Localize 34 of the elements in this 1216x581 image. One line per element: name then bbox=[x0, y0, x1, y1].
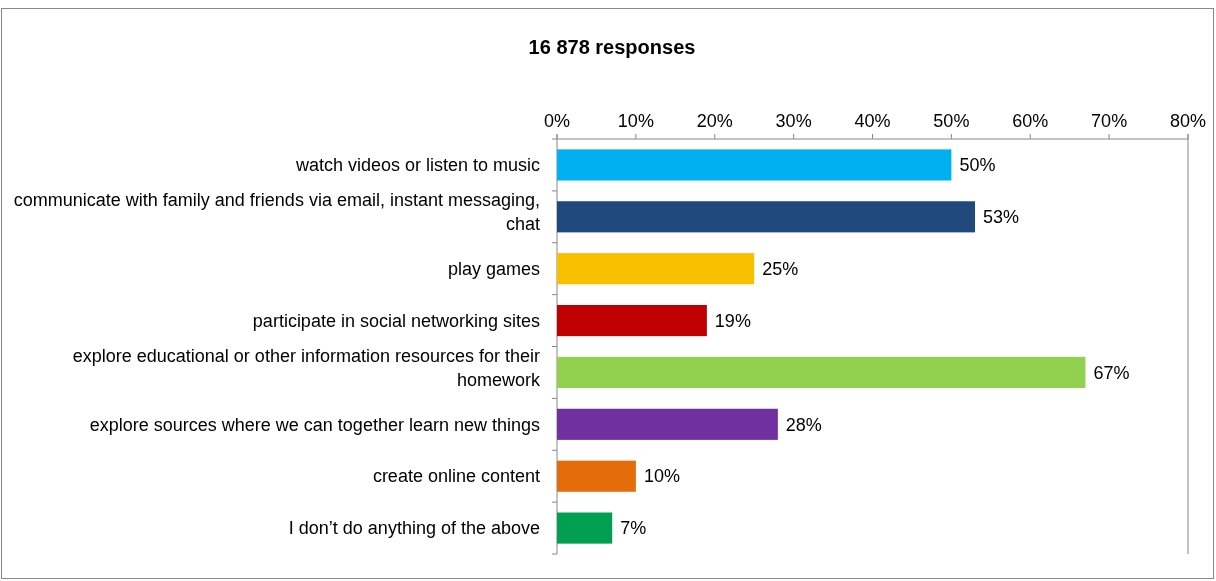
chart-title: 16 878 responses bbox=[528, 36, 696, 58]
data-label: 28% bbox=[785, 414, 822, 435]
data-label: 50% bbox=[959, 155, 996, 176]
y-tick-label: create online content bbox=[372, 466, 540, 487]
y-tick-label: communicate with family and friends via email, instant messaging, chat bbox=[13, 190, 540, 235]
bar bbox=[557, 460, 636, 492]
bar bbox=[557, 356, 1086, 388]
y-tick-label: play games bbox=[447, 258, 540, 279]
data-label: 7% bbox=[620, 518, 647, 539]
data-label: 10% bbox=[643, 466, 680, 487]
bar bbox=[557, 149, 952, 181]
x-tick-label: 60% bbox=[1012, 111, 1049, 131]
x-tick-label: 70% bbox=[1091, 111, 1128, 131]
x-tick-label: 10% bbox=[617, 111, 654, 131]
data-label: 19% bbox=[714, 310, 751, 331]
y-tick-label: explore educational or other information resources for their homework bbox=[72, 345, 541, 390]
data-label: 25% bbox=[762, 258, 799, 279]
y-tick-label: watch videos or listen to music bbox=[294, 155, 540, 176]
bar bbox=[557, 305, 707, 337]
bar bbox=[557, 201, 976, 233]
y-tick-label: explore sources where we can together learn new things bbox=[89, 414, 540, 435]
x-tick-label: 20% bbox=[696, 111, 733, 131]
data-label: 67% bbox=[1093, 362, 1130, 383]
x-tick-label: 0% bbox=[543, 111, 571, 131]
data-label: 53% bbox=[983, 207, 1020, 228]
x-tick-label: 50% bbox=[933, 111, 970, 131]
y-tick-label: I don’t do anything of the above bbox=[288, 518, 540, 539]
bar bbox=[557, 512, 613, 544]
x-tick-label: 80% bbox=[1169, 111, 1207, 131]
x-tick-label: 30% bbox=[775, 111, 812, 131]
x-tick-label: 40% bbox=[854, 111, 891, 131]
bar bbox=[557, 253, 755, 285]
y-tick-label: participate in social networking sites bbox=[252, 310, 540, 331]
bar bbox=[557, 408, 778, 440]
